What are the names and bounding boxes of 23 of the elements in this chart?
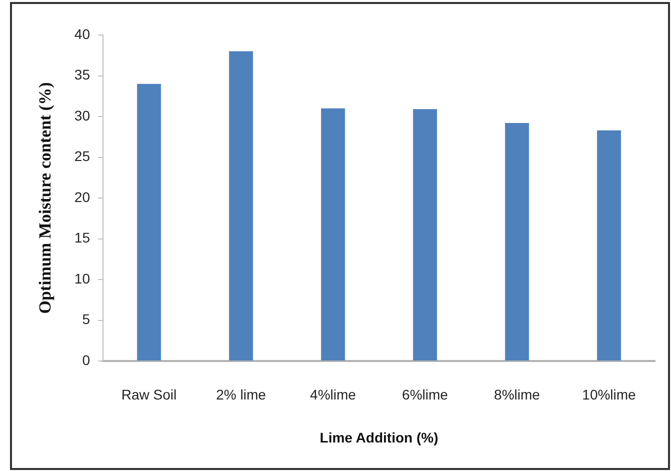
bar [321, 108, 345, 360]
y-tick-label: 30 [74, 107, 90, 124]
bar [137, 84, 161, 360]
x-axis-title: Lime Addition (%) [320, 429, 438, 446]
y-tick-label: 10 [74, 270, 90, 286]
y-tick-label: 35 [74, 66, 90, 83]
y-tick-label: 0 [82, 352, 90, 368]
x-tick-label: 2% lime [216, 386, 266, 402]
x-tick-label: Raw Soil [121, 386, 177, 402]
y-tick-label: 40 [74, 26, 90, 42]
y-tick-label: 25 [74, 148, 90, 164]
y-tick-label: 15 [74, 230, 90, 246]
x-tick-label: 4%lime [310, 386, 356, 402]
y-tick-label: 20 [74, 188, 90, 205]
y-axis-title: Optimum Moisture content (%) [36, 82, 55, 314]
bar [597, 130, 621, 360]
bar [413, 109, 437, 360]
x-tick-label: 10%lime [582, 386, 636, 402]
x-tick-label: 8%lime [494, 386, 540, 402]
bar [229, 51, 253, 360]
x-tick-label: 6%lime [402, 386, 448, 402]
bar [505, 123, 529, 360]
y-tick-label: 5 [82, 311, 90, 328]
